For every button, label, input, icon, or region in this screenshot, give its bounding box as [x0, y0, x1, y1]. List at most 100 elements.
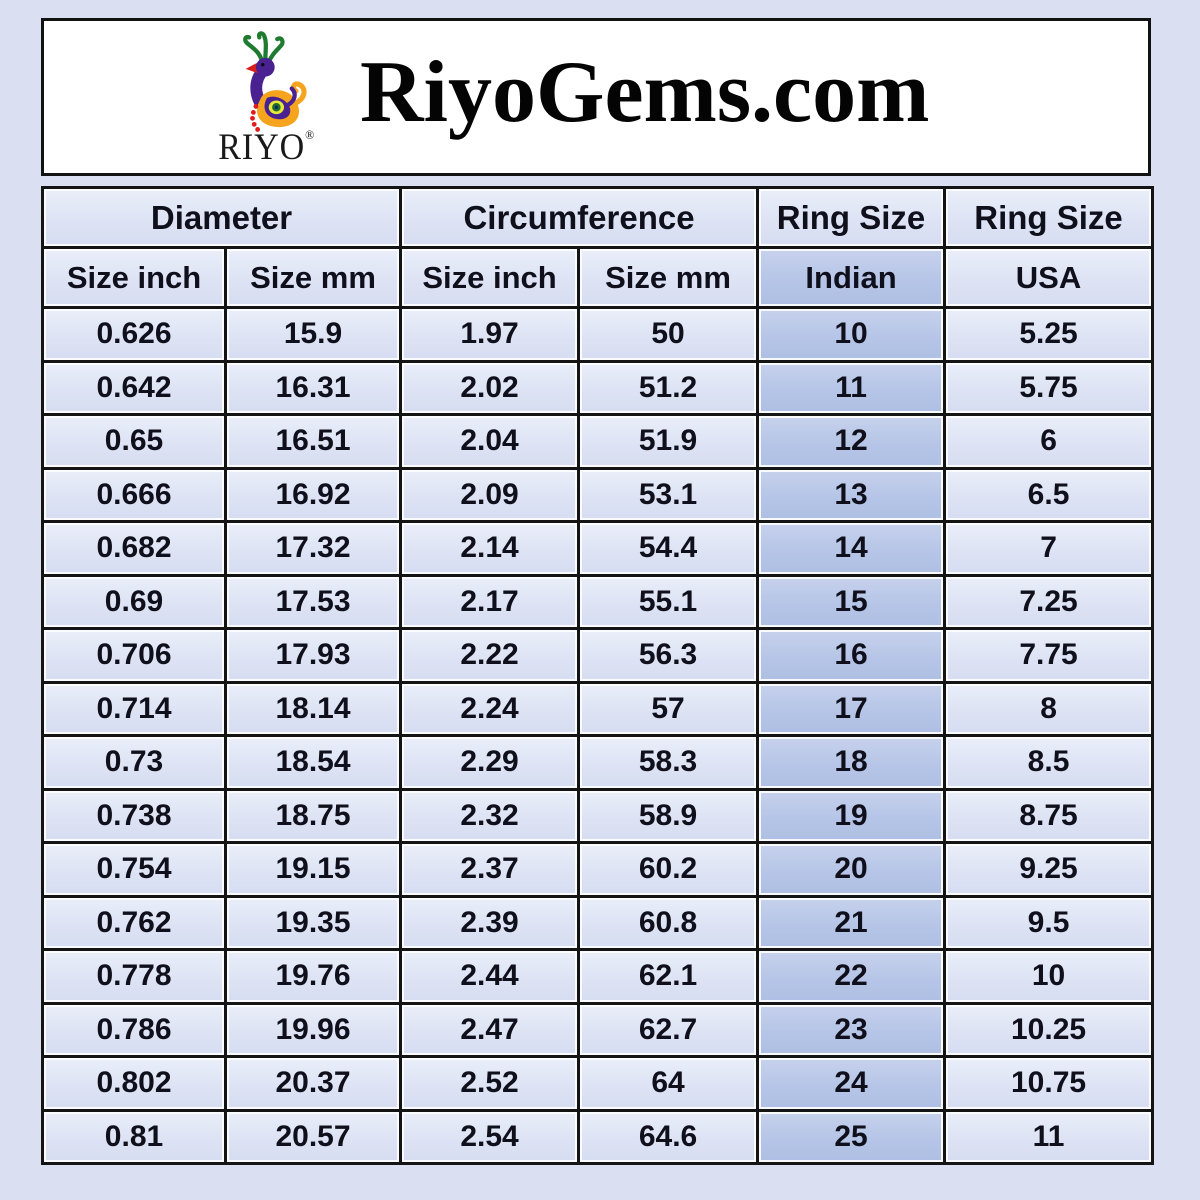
- sub-header-usa: USA: [943, 246, 1155, 309]
- table-cell: 25: [756, 1108, 947, 1165]
- table-cell: 2.24: [399, 680, 581, 737]
- table-cell: 0.73: [41, 734, 227, 791]
- table-cell: 8.75: [943, 787, 1155, 844]
- table-cell: 62.1: [577, 948, 760, 1005]
- table-cell: 8.5: [943, 734, 1155, 791]
- site-title: RiyoGems.com: [360, 43, 930, 141]
- table-row: 0.786 19.96 2.47 62.7 23 10.25: [41, 1001, 1155, 1058]
- table-cell: 0.786: [41, 1001, 227, 1058]
- column-group-circumference: Circumference: [399, 186, 760, 249]
- table-row: 0.682 17.32 2.14 54.4 14 7: [41, 520, 1155, 577]
- table-cell: 5.75: [943, 359, 1155, 416]
- table-cell: 0.762: [41, 894, 227, 951]
- table-cell: 56.3: [577, 627, 760, 684]
- table-cell: 58.9: [577, 787, 760, 844]
- sub-header-diameter-inch: Size inch: [41, 246, 227, 309]
- table-cell: 15: [756, 573, 947, 630]
- table-cell: 2.47: [399, 1001, 581, 1058]
- ring-size-table: Diameter Circumference Ring Size Ring Si…: [40, 186, 1155, 1165]
- sub-header-indian: Indian: [756, 246, 947, 309]
- table-cell: 7: [943, 520, 1155, 577]
- table-cell: 20.57: [223, 1108, 403, 1165]
- table-cell: 19.76: [223, 948, 403, 1005]
- table-cell: 11: [943, 1108, 1155, 1165]
- table-row: 0.738 18.75 2.32 58.9 19 8.75: [41, 787, 1155, 844]
- table-cell: 0.802: [41, 1055, 227, 1112]
- riyo-logo: RIYO®: [192, 28, 342, 166]
- table-cell: 16.51: [223, 413, 403, 470]
- table-cell: 20: [756, 841, 947, 898]
- table-cell: 20.37: [223, 1055, 403, 1112]
- table-cell: 18: [756, 734, 947, 791]
- table-row: 0.626 15.9 1.97 50 10 5.25: [41, 306, 1155, 363]
- column-group-ring-size-indian: Ring Size: [756, 186, 947, 249]
- table-cell: 2.52: [399, 1055, 581, 1112]
- table-cell: 54.4: [577, 520, 760, 577]
- table-cell: 18.75: [223, 787, 403, 844]
- sub-header-diameter-mm: Size mm: [223, 246, 403, 309]
- table-cell: 16.92: [223, 466, 403, 523]
- table-cell: 0.738: [41, 787, 227, 844]
- table-row: 0.69 17.53 2.17 55.1 15 7.25: [41, 573, 1155, 630]
- table-cell: 64.6: [577, 1108, 760, 1165]
- table-cell: 11: [756, 359, 947, 416]
- table-cell: 10.25: [943, 1001, 1155, 1058]
- brand-header: RIYO® RiyoGems.com: [41, 18, 1151, 176]
- table-cell: 17.32: [223, 520, 403, 577]
- table-cell: 19: [756, 787, 947, 844]
- table-cell: 0.642: [41, 359, 227, 416]
- peacock-logo-icon: [243, 31, 307, 132]
- table-cell: 2.14: [399, 520, 581, 577]
- table-cell: 15.9: [223, 306, 403, 363]
- table-cell: 9.5: [943, 894, 1155, 951]
- table-cell: 0.682: [41, 520, 227, 577]
- table-row: 0.714 18.14 2.24 57 17 8: [41, 680, 1155, 737]
- table-cell: 51.9: [577, 413, 760, 470]
- table-cell: 0.81: [41, 1108, 227, 1165]
- table-cell: 60.8: [577, 894, 760, 951]
- table-cell: 58.3: [577, 734, 760, 791]
- table-cell: 2.17: [399, 573, 581, 630]
- table-cell: 55.1: [577, 573, 760, 630]
- column-group-ring-size-usa: Ring Size: [943, 186, 1155, 249]
- table-cell: 23: [756, 1001, 947, 1058]
- table-cell: 6: [943, 413, 1155, 470]
- table-cell: 22: [756, 948, 947, 1005]
- table-cell: 2.04: [399, 413, 581, 470]
- table-cell: 51.2: [577, 359, 760, 416]
- table-cell: 53.1: [577, 466, 760, 523]
- table-cell: 12: [756, 413, 947, 470]
- table-cell: 1.97: [399, 306, 581, 363]
- table-row: 0.706 17.93 2.22 56.3 16 7.75: [41, 627, 1155, 684]
- table-cell: 5.25: [943, 306, 1155, 363]
- table-cell: 0.714: [41, 680, 227, 737]
- table-cell: 57: [577, 680, 760, 737]
- group-header-row: Diameter Circumference Ring Size Ring Si…: [40, 186, 1155, 249]
- table-row: 0.642 16.31 2.02 51.2 11 5.75: [41, 359, 1155, 416]
- table-cell: 0.626: [41, 306, 227, 363]
- table-cell: 2.44: [399, 948, 581, 1005]
- table-row: 0.81 20.57 2.54 64.6 25 11: [41, 1108, 1155, 1165]
- table-cell: 18.54: [223, 734, 403, 791]
- table-cell: 64: [577, 1055, 760, 1112]
- table-cell: 7.75: [943, 627, 1155, 684]
- table-cell: 2.37: [399, 841, 581, 898]
- table-row: 0.666 16.92 2.09 53.1 13 6.5: [41, 466, 1155, 523]
- table-cell: 2.02: [399, 359, 581, 416]
- table-cell: 14: [756, 520, 947, 577]
- table-cell: 10.75: [943, 1055, 1155, 1112]
- table-cell: 7.25: [943, 573, 1155, 630]
- sub-header-circumference-mm: Size mm: [577, 246, 760, 309]
- table-row: 0.802 20.37 2.52 64 24 10.75: [41, 1055, 1155, 1112]
- table-cell: 0.706: [41, 627, 227, 684]
- table-cell: 2.39: [399, 894, 581, 951]
- table-cell: 21: [756, 894, 947, 951]
- table-cell: 0.666: [41, 466, 227, 523]
- table-cell: 10: [943, 948, 1155, 1005]
- table-cell: 0.69: [41, 573, 227, 630]
- table-cell: 2.29: [399, 734, 581, 791]
- registered-trademark-symbol: ®: [305, 127, 316, 142]
- table-row: 0.73 18.54 2.29 58.3 18 8.5: [41, 734, 1155, 791]
- table-row: 0.65 16.51 2.04 51.9 12 6: [41, 413, 1155, 470]
- table-cell: 8: [943, 680, 1155, 737]
